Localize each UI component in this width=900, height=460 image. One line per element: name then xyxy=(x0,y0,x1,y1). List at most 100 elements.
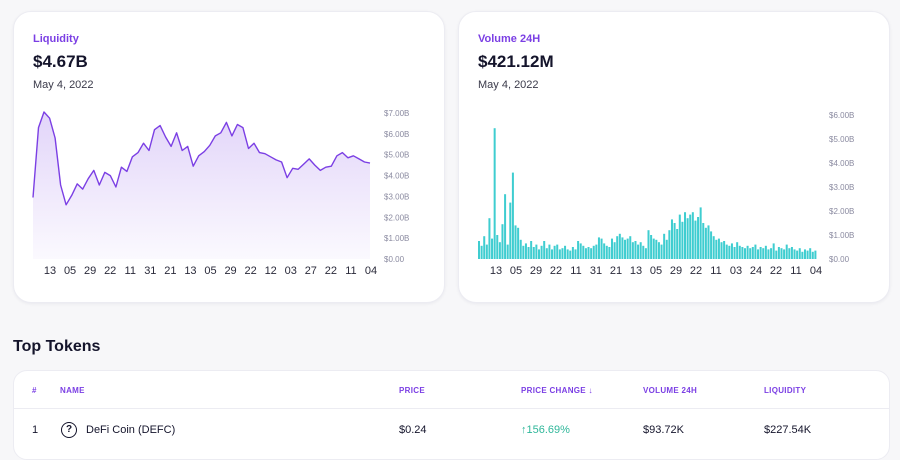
volume-bar xyxy=(501,224,504,259)
liquidity-chart[interactable]: $7.00B $6.00B $5.00B $4.00B $3.00B $2.00B $1.0… xyxy=(14,12,446,304)
volume-bar xyxy=(738,245,741,259)
volume-bar xyxy=(650,235,653,259)
liquidity-x-tick: 31 xyxy=(144,265,156,277)
volume-bar xyxy=(517,227,520,259)
volume-y-tick: $6.00B xyxy=(829,111,854,120)
volume-bar xyxy=(537,249,540,259)
volume-bar xyxy=(657,242,660,259)
header-price-change[interactable]: PRICE CHANGE ↓ xyxy=(521,386,593,395)
volume-bar xyxy=(511,172,514,259)
liquidity-label: Liquidity xyxy=(33,33,79,45)
liquidity-x-tick: 21 xyxy=(164,265,176,277)
liquidity-card: Liquidity $4.67B May 4, 2022 $7.00B $6.00… xyxy=(13,11,445,303)
volume-y-tick: $1.00B xyxy=(829,231,854,240)
volume-bar xyxy=(535,244,538,259)
volume-bar xyxy=(712,236,715,259)
volume-label: Volume 24H xyxy=(478,33,541,45)
volume-bar xyxy=(579,243,582,259)
liquidity-x-tick: 29 xyxy=(224,265,236,277)
volume-bar xyxy=(691,212,694,259)
volume-bar xyxy=(749,248,752,259)
volume-bar xyxy=(663,233,666,259)
volume-bar xyxy=(764,245,767,259)
liquidity-x-tick: 13 xyxy=(44,265,56,277)
volume-x-tick: 24 xyxy=(750,265,762,277)
volume-x-tick: 22 xyxy=(770,265,782,277)
volume-bar xyxy=(509,202,512,259)
volume-bar xyxy=(532,247,535,259)
volume-bar xyxy=(730,243,733,259)
liquidity-x-tick: 22 xyxy=(325,265,337,277)
volume-x-tick: 13 xyxy=(490,265,502,277)
volume-x-tick: 22 xyxy=(690,265,702,277)
volume-x-tick: 29 xyxy=(670,265,682,277)
volume-bar xyxy=(629,236,632,259)
liquidity-y-tick: $6.00B xyxy=(384,130,409,139)
volume-bar xyxy=(668,230,671,259)
top-tokens-title: Top Tokens xyxy=(13,338,101,355)
volume-x-tick: 11 xyxy=(710,265,721,277)
volume-x-tick: 31 xyxy=(590,265,602,277)
liquidity-y-tick: $2.00B xyxy=(384,213,409,222)
volume-bar xyxy=(707,225,710,259)
row-price: $0.24 xyxy=(399,424,427,436)
volume-bar xyxy=(723,241,726,259)
volume-y-tick: $3.00B xyxy=(829,183,854,192)
volume-bar xyxy=(498,242,501,259)
volume-bar xyxy=(639,242,642,259)
volume-bar xyxy=(519,239,522,259)
volume-bar xyxy=(780,248,783,259)
liquidity-y-tick: $0.00 xyxy=(384,255,405,264)
volume-bar xyxy=(767,249,770,259)
volume-bar xyxy=(514,225,517,259)
volume-bar xyxy=(757,249,760,259)
volume-bar xyxy=(806,250,809,259)
row-token-name[interactable]: DeFi Coin (DEFC) xyxy=(86,424,176,436)
volume-bar xyxy=(587,247,590,259)
volume-bar xyxy=(793,249,796,259)
header-volume[interactable]: VOLUME 24H xyxy=(643,386,698,395)
volume-bar xyxy=(715,239,718,259)
volume-bar xyxy=(736,242,739,259)
volume-bar xyxy=(571,247,574,259)
volume-bar xyxy=(493,128,496,259)
liquidity-x-tick: 13 xyxy=(184,265,196,277)
volume-bar xyxy=(592,245,595,259)
volume-bar xyxy=(558,249,561,259)
volume-bar xyxy=(655,239,658,259)
volume-bar xyxy=(504,194,507,259)
row-rank: 1 xyxy=(32,424,39,436)
volume-bar xyxy=(759,247,762,259)
volume-bar xyxy=(642,245,645,259)
volume-bar xyxy=(610,238,613,259)
volume-bar xyxy=(814,250,817,259)
volume-bar xyxy=(485,244,488,259)
volume-bar xyxy=(775,250,778,259)
volume-bar xyxy=(796,250,799,259)
volume-bar xyxy=(574,249,577,259)
header-name[interactable]: NAME xyxy=(60,386,85,395)
volume-bar xyxy=(483,236,486,259)
liquidity-x-tick: 11 xyxy=(345,265,356,277)
volume-bar xyxy=(595,244,598,259)
volume-bar xyxy=(603,243,606,259)
volume-bar xyxy=(710,231,713,259)
volume-bar xyxy=(613,242,616,259)
liquidity-x-tick: 04 xyxy=(365,265,377,277)
volume-bar xyxy=(556,244,559,259)
volume-bar xyxy=(720,242,723,259)
volume-bar xyxy=(785,244,788,259)
volume-bar xyxy=(553,245,556,259)
volume-bar xyxy=(702,223,705,259)
volume-chart[interactable]: $6.00B $5.00B $4.00B $3.00B $2.00B $1.00B $0.0… xyxy=(459,12,891,304)
liquidity-y-tick: $1.00B xyxy=(384,234,409,243)
question-circle-icon: ? xyxy=(61,422,77,438)
header-liquidity[interactable]: LIQUIDITY xyxy=(764,386,807,395)
header-price[interactable]: PRICE xyxy=(399,386,425,395)
header-rank[interactable]: # xyxy=(32,386,37,395)
volume-bar xyxy=(660,244,663,259)
liquidity-y-tick: $3.00B xyxy=(384,192,409,201)
volume-bar xyxy=(686,218,689,259)
volume-bar xyxy=(561,248,564,259)
liquidity-x-tick: 22 xyxy=(245,265,257,277)
